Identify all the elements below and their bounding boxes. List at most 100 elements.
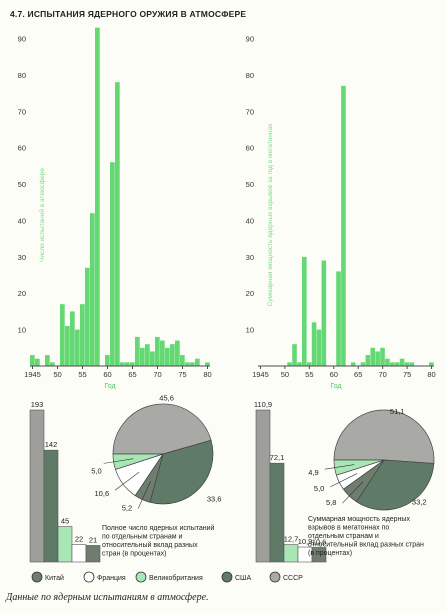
chart1-bar-1971	[385, 358, 390, 366]
legend-label-1: Франция	[97, 575, 126, 582]
chart0-bar-1955	[80, 304, 85, 366]
chart0-bar-1956	[85, 267, 90, 366]
chart0-bar-1974	[175, 340, 180, 366]
chart4-bar-value-label: 10,9	[298, 537, 313, 546]
chart3-pie-leader	[114, 471, 140, 491]
chart1-xtick-label: 80	[427, 370, 435, 379]
chart0-xtick-label: 75	[178, 370, 186, 379]
chart1-bar-1969	[375, 351, 380, 366]
chart0-xtick-label: 50	[53, 370, 61, 379]
chart0-bar-1962	[115, 82, 120, 366]
chart0-bar-1966	[135, 336, 140, 366]
chart4-bar-4	[311, 547, 327, 563]
chart0-bar-1951	[60, 304, 65, 366]
legend-swatch-1	[83, 571, 95, 583]
chart1-xtick-label: 50	[281, 370, 289, 379]
chart0-bar-1975	[180, 355, 185, 366]
chart4-bar-value-label: 72,1	[270, 453, 285, 462]
figure-caption: Данные по ядерным испытаниям в атмосфере…	[6, 592, 209, 603]
chart1-bar-1968	[370, 347, 376, 366]
chart1-bar-1970	[380, 347, 385, 366]
chart1-xtick-label: 75	[403, 370, 411, 379]
chart2-bar-1	[43, 449, 59, 563]
chart4-bar-2	[283, 544, 299, 563]
chart0-bar-1972	[165, 347, 170, 366]
chart1-bar-1956	[311, 322, 317, 366]
chart0-bar-1977	[190, 362, 195, 366]
chart2-bar-4	[85, 545, 101, 563]
chart4-note-line: (в процентах)	[308, 550, 352, 557]
chart0-bar-1954	[75, 329, 80, 366]
chart0-bar-1961	[110, 162, 115, 366]
legend-label-4: СССР	[283, 575, 303, 582]
chart1-ytick-label: 80	[246, 71, 254, 80]
chart1-xtick-label: 1945	[252, 370, 269, 379]
chart5-pie-leader	[342, 481, 364, 504]
chart0-bar-1945	[30, 355, 35, 366]
chart5-pie-leader	[324, 464, 355, 470]
chart0-xtick-label: 1945	[24, 370, 41, 379]
chart1-xtick-label: 60	[330, 370, 338, 379]
chart3-pie-label: 45,6	[159, 394, 174, 403]
chart1-bar-1951	[287, 362, 292, 366]
chart1-ytick-label: 40	[246, 216, 254, 225]
chart2-bar-value-label: 142	[45, 440, 58, 449]
chart1-bar-1957	[316, 329, 322, 366]
chart0-bar-1948	[45, 355, 50, 366]
chart2-bar-value-label: 22	[75, 535, 83, 544]
chart2-bar-value-label: 21	[89, 535, 97, 544]
chart0-bar-1969	[150, 351, 155, 366]
chart1-bar-1974	[399, 358, 405, 366]
chart5-pie-label: 51,1	[390, 407, 405, 416]
chart3-pie-leader	[137, 481, 151, 509]
chart0-bar-1958	[95, 27, 100, 366]
chart1-bar-1975	[404, 362, 410, 366]
chart0-bar-1968	[145, 344, 150, 366]
chart0-xtick-label: 65	[128, 370, 136, 379]
chart0-bar-1976	[185, 362, 190, 366]
chart2-bar-0	[29, 409, 45, 563]
chart4-bar-value-label: 110,9	[254, 400, 272, 409]
chart5-pie-label: 4,9	[308, 468, 318, 477]
chart0-ytick-label: 90	[18, 35, 26, 44]
chart1-bar-1954	[302, 256, 307, 366]
chart3-pie-label: 10,6	[95, 489, 110, 498]
chart3-pie-slice-0	[112, 403, 212, 455]
chart0-xtick-label: 70	[153, 370, 161, 379]
chart0-bar-1953	[70, 311, 75, 366]
chart0-xtick-label: 60	[103, 370, 111, 379]
legend-swatch-2	[135, 571, 147, 583]
chart0-ytick-label: 60	[18, 144, 26, 153]
chart2-note-line: относительный вклад разных	[102, 541, 198, 549]
chart1-bar-1972	[390, 362, 395, 366]
chart0-bar-1967	[140, 347, 145, 366]
chart1-ytick-label: 90	[246, 35, 254, 44]
chart4-bar-value-label: 12,7	[284, 535, 299, 544]
legend-swatch-0	[31, 571, 43, 583]
figure-title: 4.7. ИСПЫТАНИЯ ЯДЕРНОГО ОРУЖИЯ В АТМОСФЕ…	[10, 9, 247, 19]
chart0-bar-1964	[125, 362, 130, 366]
chart0-bar-1949	[50, 362, 55, 366]
chart1-x-axis-title: Год	[330, 383, 341, 390]
chart0-ytick-label: 30	[18, 253, 26, 262]
legend-swatch-4	[269, 571, 281, 583]
legend-label-3: США	[235, 575, 251, 582]
chart0-y-axis-title: Число испытаний в атмосфере	[38, 168, 46, 262]
chart0-bar-1946	[35, 358, 40, 366]
chart1-bar-1966	[360, 362, 366, 366]
chart0-bar-1952	[65, 325, 70, 366]
chart1-ytick-label: 10	[246, 326, 254, 335]
chart4-bar-value-label: 10,6	[312, 537, 327, 546]
chart2-bar-value-label: 193	[31, 400, 44, 409]
legend-label-2: Великобритания	[149, 574, 203, 582]
chart5-pie-label: 5,0	[314, 484, 324, 493]
chart0-xtick-label: 80	[203, 370, 211, 379]
chart1-bar-1967	[365, 355, 371, 366]
chart1-bar-1961	[336, 271, 341, 366]
chart3-pie-label: 33,6	[207, 494, 222, 503]
chart4-bar-1	[269, 462, 285, 563]
chart4-note-line: отдельным странам и	[308, 533, 379, 540]
chart1-xtick-label: 65	[354, 370, 362, 379]
chart0-bar-1978	[195, 358, 200, 366]
chart3-pie-leader	[103, 458, 134, 464]
